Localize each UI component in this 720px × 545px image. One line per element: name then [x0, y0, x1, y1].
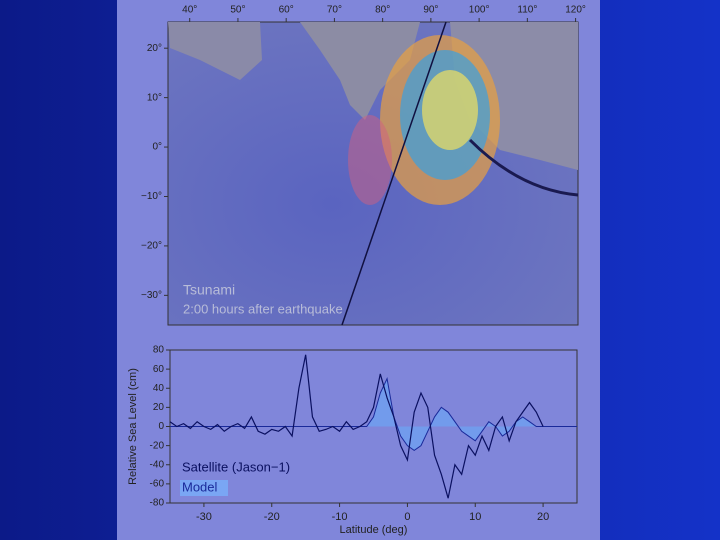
y-tick-label: 0 — [158, 421, 164, 432]
x-tick-label: 70° — [327, 5, 342, 16]
y-tick-label: 60 — [153, 364, 165, 375]
y-tick-label: 20 — [153, 402, 165, 413]
y-tick-label: -80 — [150, 498, 165, 509]
x-tick-label: 120° — [565, 5, 586, 16]
legend-highlight — [180, 480, 228, 496]
x-tick-label: 90° — [423, 5, 438, 16]
y-tick-label: 10° — [147, 92, 162, 103]
map: 40° 50° 60° 70° 80° 90° 100° 110° 120° 20° 10° 0° −1… — [141, 5, 586, 326]
land — [300, 22, 420, 120]
y-tick-label: −10° — [141, 191, 162, 202]
satellite-track — [341, 21, 447, 326]
x-tick-label: 80° — [375, 5, 390, 16]
x-tick-label: -30 — [196, 511, 212, 523]
legend-entry: Satellite (Jason−1) — [182, 459, 290, 474]
model-area — [170, 378, 577, 451]
x-tick-label: 20 — [537, 511, 549, 523]
y-tick-label: −30° — [141, 290, 162, 301]
series-line — [169, 354, 544, 499]
y-tick-label: 40 — [153, 383, 165, 394]
tsunami-wave — [348, 115, 392, 205]
trench — [468, 138, 579, 197]
y-tick-label: 80 — [153, 345, 165, 356]
x-tick-label: 0 — [404, 511, 410, 523]
x-tick-label: -10 — [332, 511, 348, 523]
land — [168, 22, 262, 80]
x-tick-label: 110° — [517, 5, 537, 16]
legend-entry: Model — [182, 479, 218, 494]
x-axis-label: Latitude (deg) — [340, 524, 408, 536]
x-tick-label: 40° — [182, 5, 197, 16]
x-tick-label: 50° — [230, 5, 245, 16]
y-tick-label: -60 — [150, 479, 165, 490]
series-line — [170, 377, 577, 452]
x-tick-label: 10 — [469, 511, 481, 523]
y-tick-label: -40 — [150, 459, 165, 470]
y-axis-label: Relative Sea Level (cm) — [127, 368, 139, 485]
plot: -30 -20 -10 0 10 20 -80 -60 -40 -20 0 20 40 60 80 Latit… — [127, 345, 578, 536]
annotation: 2:00 hours after earthquake — [183, 301, 343, 316]
y-tick-label: 20° — [147, 43, 162, 54]
x-tick-label: 60° — [279, 5, 294, 16]
y-tick-label: −20° — [141, 241, 162, 252]
land — [450, 22, 578, 170]
tsunami-wave — [422, 70, 478, 150]
y-tick-label: -20 — [150, 440, 165, 451]
x-tick-label: 100° — [469, 5, 490, 16]
annotation: Tsunami — [183, 282, 235, 298]
x-tick-label: -20 — [264, 511, 280, 523]
y-tick-label: 0° — [152, 142, 162, 153]
